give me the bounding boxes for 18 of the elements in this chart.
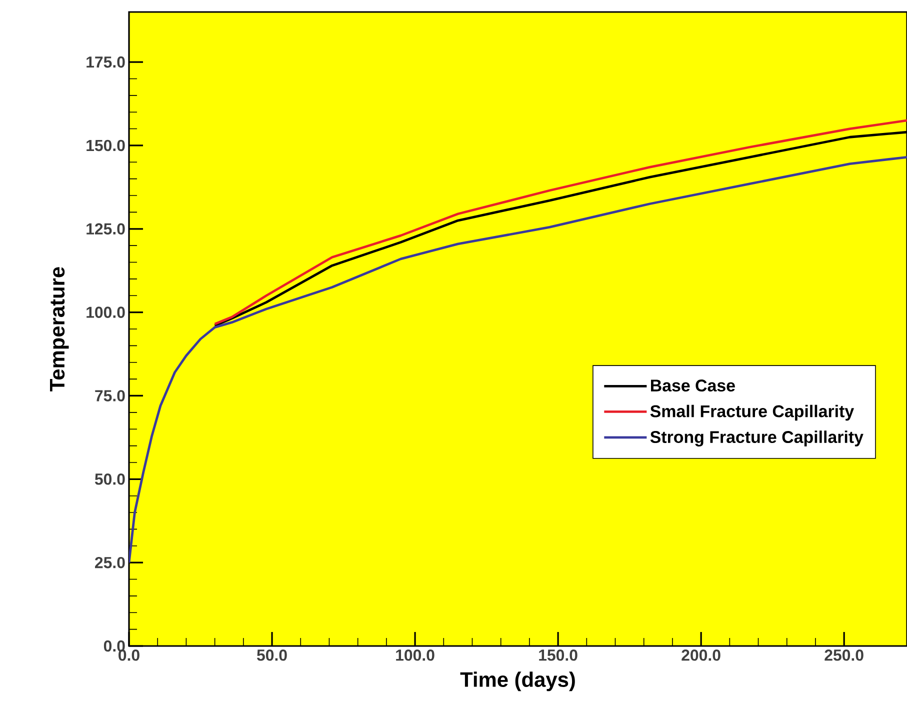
y-tick-label: 175.0 xyxy=(86,56,125,68)
y-tick-label: 50.0 xyxy=(94,474,125,485)
y-axis-title: Temperature xyxy=(50,267,69,392)
legend-label: Base Case xyxy=(651,380,735,392)
y-tick-label: 150.0 xyxy=(86,140,125,152)
x-tick-label: 200.0 xyxy=(682,650,720,661)
y-tick-label: 0.0 xyxy=(104,640,125,652)
legend-label: Strong Fracture Capillarity xyxy=(650,430,864,446)
x-tick-label: 150.0 xyxy=(539,650,578,661)
y-tick-label: 25.0 xyxy=(95,556,125,568)
x-tick-label: 100.0 xyxy=(396,650,434,661)
x-axis-title: Time (days) xyxy=(460,672,575,692)
x-tick-label: 50.0 xyxy=(256,650,287,661)
y-tick-label: 75.0 xyxy=(95,390,125,402)
y-tick-label: 125.0 xyxy=(86,223,125,235)
y-tick-label: 100.0 xyxy=(86,306,125,318)
legend-label: Small Fracture Capillarity xyxy=(650,404,854,421)
x-tick-label: 250.0 xyxy=(824,650,864,661)
